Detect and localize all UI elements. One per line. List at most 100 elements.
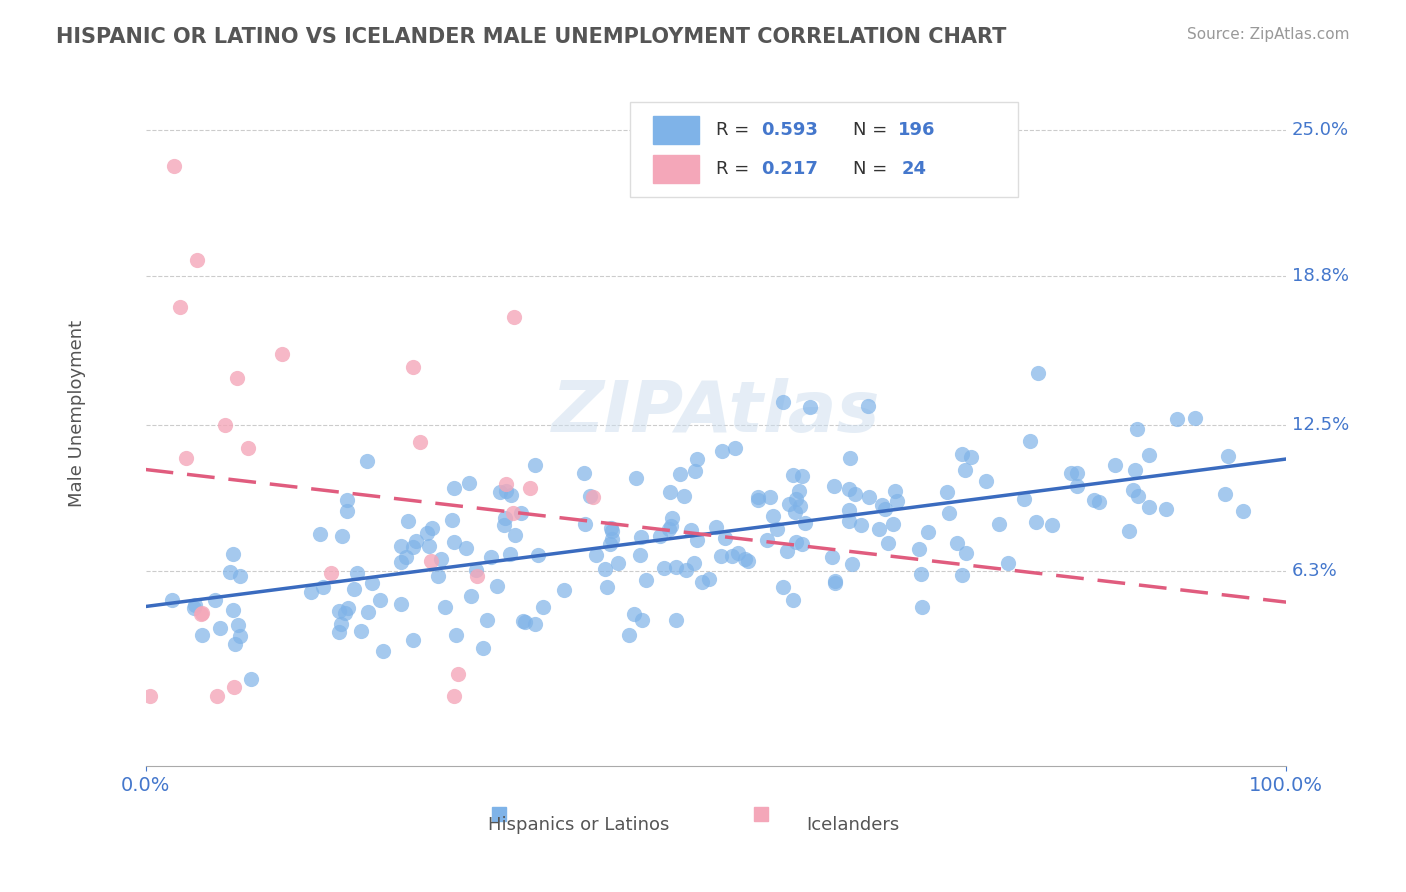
Point <box>572 467 595 481</box>
Point <box>1083 492 1105 507</box>
Point <box>162 592 184 607</box>
Point <box>600 524 623 538</box>
Point <box>617 628 640 642</box>
Point <box>224 637 246 651</box>
Point <box>1122 483 1144 497</box>
Point <box>761 509 783 524</box>
Point <box>997 556 1019 570</box>
Text: 6.3%: 6.3% <box>1292 562 1337 580</box>
Point <box>765 522 787 536</box>
Point <box>488 484 510 499</box>
Point <box>1184 410 1206 425</box>
Point <box>1166 412 1188 426</box>
Point <box>1087 494 1109 508</box>
Point <box>690 574 713 589</box>
Point <box>1060 466 1083 480</box>
Text: N =: N = <box>852 161 893 178</box>
Text: N =: N = <box>852 121 893 139</box>
Point <box>495 477 517 491</box>
Point <box>398 514 420 528</box>
Point <box>756 533 779 548</box>
Point <box>495 483 517 498</box>
Point <box>685 464 707 478</box>
Point <box>683 557 706 571</box>
Point <box>1126 489 1149 503</box>
Point <box>333 606 356 620</box>
Point <box>222 603 245 617</box>
Point <box>772 395 794 409</box>
Point <box>955 463 977 477</box>
Point <box>336 493 359 508</box>
Point <box>389 539 412 553</box>
Point <box>945 536 967 550</box>
Point <box>186 252 208 267</box>
Point <box>513 615 536 630</box>
Point <box>419 554 441 568</box>
Text: 196: 196 <box>898 121 936 139</box>
Point <box>222 680 245 694</box>
Point <box>883 484 905 499</box>
Point <box>908 542 931 557</box>
Point <box>987 516 1010 531</box>
Point <box>229 629 252 643</box>
Point <box>350 624 373 638</box>
Point <box>600 533 623 547</box>
Point <box>240 673 263 687</box>
Point <box>335 504 357 518</box>
Point <box>579 490 602 504</box>
Point <box>873 501 896 516</box>
Point <box>184 598 207 612</box>
Point <box>876 536 898 550</box>
Point <box>910 566 932 581</box>
Point <box>447 667 470 681</box>
Point <box>679 523 702 537</box>
Point <box>465 568 488 582</box>
Point <box>329 617 352 632</box>
Point <box>936 485 959 500</box>
Point <box>1025 515 1047 529</box>
Point <box>512 614 534 628</box>
Text: Male Unemployment: Male Unemployment <box>67 319 86 507</box>
Point <box>389 597 412 611</box>
Point <box>479 550 502 565</box>
Point <box>204 592 226 607</box>
Point <box>1066 479 1088 493</box>
Point <box>312 581 335 595</box>
Point <box>163 159 186 173</box>
Text: 18.8%: 18.8% <box>1292 268 1348 285</box>
Point <box>343 582 366 597</box>
Point <box>472 641 495 656</box>
Text: Hispanics or Latinos: Hispanics or Latinos <box>488 816 669 834</box>
Point <box>841 557 863 571</box>
Point <box>582 491 605 505</box>
Point <box>531 599 554 614</box>
Point <box>494 517 516 532</box>
Point <box>430 552 453 566</box>
Text: ZIPAtlas: ZIPAtlas <box>551 378 880 448</box>
Point <box>599 537 621 551</box>
Text: 12.5%: 12.5% <box>1292 416 1350 434</box>
Point <box>648 529 671 543</box>
Point <box>661 519 683 533</box>
Point <box>368 592 391 607</box>
Point <box>418 539 440 553</box>
Point <box>1040 518 1063 533</box>
Point <box>710 549 733 564</box>
Point <box>402 633 425 648</box>
Point <box>711 444 734 458</box>
Point <box>238 442 260 456</box>
Point <box>361 576 384 591</box>
Point <box>759 491 782 505</box>
Point <box>737 553 759 567</box>
Point <box>839 451 862 466</box>
Point <box>214 417 236 432</box>
Point <box>697 572 720 586</box>
Point <box>872 499 894 513</box>
Text: 25.0%: 25.0% <box>1292 121 1348 139</box>
Point <box>838 482 860 496</box>
Point <box>328 604 350 618</box>
Point <box>209 621 232 635</box>
Point <box>789 500 811 514</box>
Point <box>838 503 860 517</box>
Point <box>422 520 444 534</box>
